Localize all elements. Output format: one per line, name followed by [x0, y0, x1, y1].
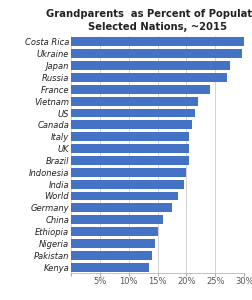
- Bar: [71, 239, 154, 248]
- Bar: [71, 180, 183, 189]
- Bar: [71, 120, 192, 129]
- Bar: [71, 156, 190, 165]
- Bar: [71, 73, 227, 82]
- Bar: [71, 203, 172, 212]
- Bar: [71, 61, 230, 70]
- Bar: [71, 144, 190, 153]
- Bar: [71, 168, 186, 177]
- Bar: [71, 215, 163, 224]
- Bar: [71, 227, 158, 236]
- Bar: [71, 262, 149, 272]
- Title: Grandparents  as Percent of Population
Selected Nations, ~2015: Grandparents as Percent of Population Se…: [46, 9, 252, 32]
- Bar: [71, 132, 190, 141]
- Bar: [71, 109, 195, 118]
- Bar: [71, 251, 152, 260]
- Bar: [71, 49, 241, 58]
- Bar: [71, 38, 244, 46]
- Bar: [71, 85, 210, 94]
- Bar: [71, 191, 178, 200]
- Bar: [71, 97, 198, 106]
